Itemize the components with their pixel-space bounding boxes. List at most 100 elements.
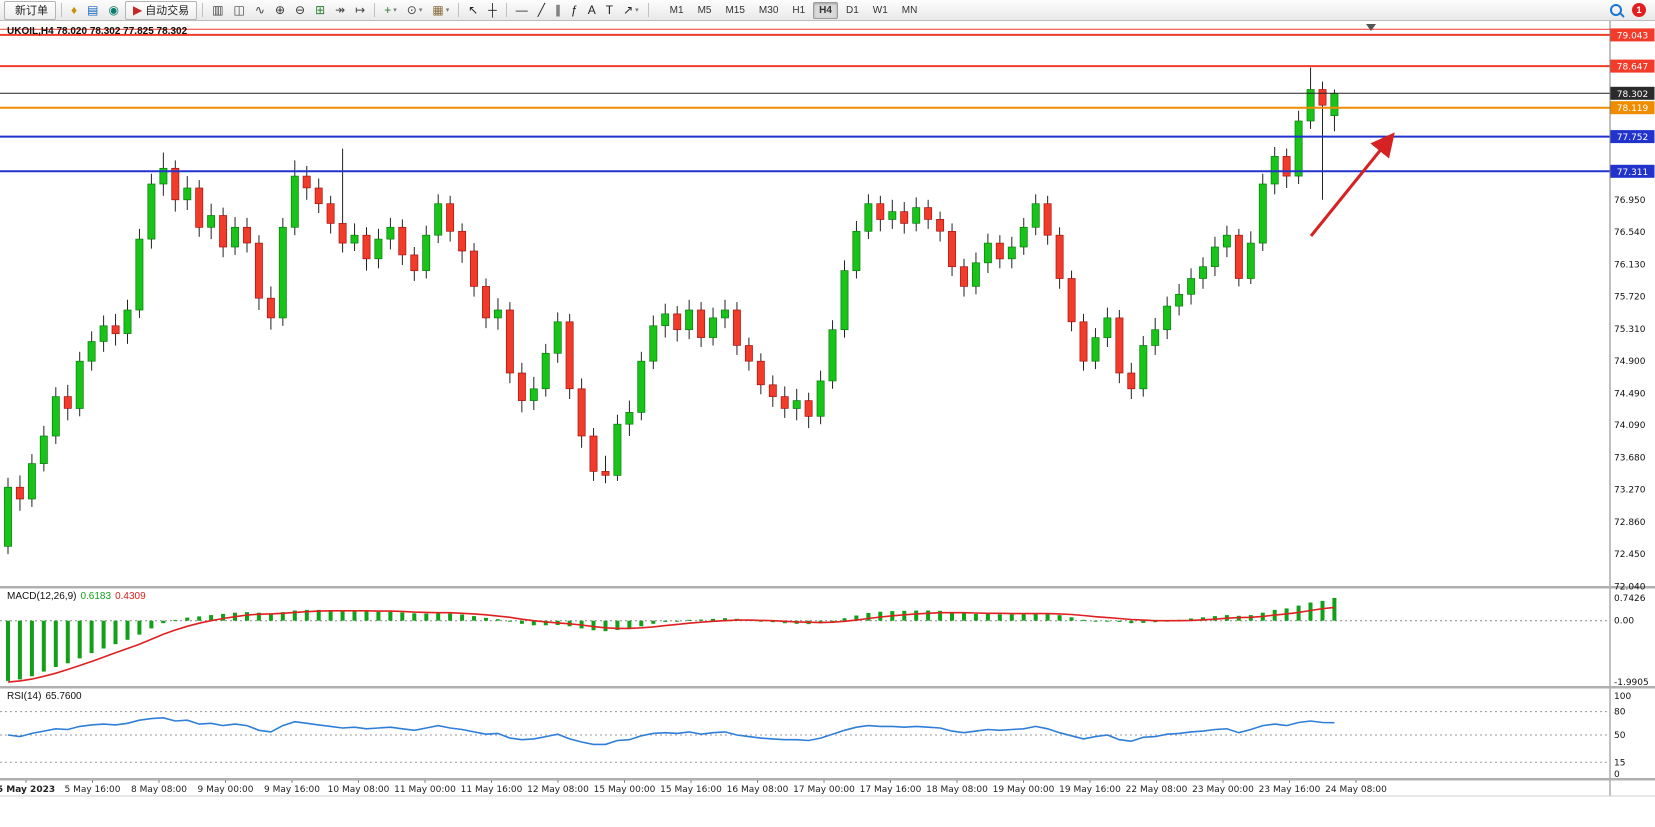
text-tool-icon: A: [587, 3, 596, 17]
candlestick-chart-icon[interactable]: ◫: [230, 1, 249, 20]
svg-text:15 May 16:00: 15 May 16:00: [660, 785, 722, 795]
svg-text:22 May 08:00: 22 May 08:00: [1126, 785, 1188, 795]
panel-divider[interactable]: [0, 778, 1655, 781]
chart-region: 76.950 76.540 76.130 75.720 75.310 74.900 74.4…: [0, 21, 1655, 827]
svg-text:9 May 16:00: 9 May 16:00: [264, 785, 320, 795]
trendline-icon[interactable]: ╱: [534, 1, 549, 20]
svg-text:77.311: 77.311: [1617, 168, 1649, 178]
search-icon[interactable]: [1610, 4, 1622, 16]
svg-text:18 May 08:00: 18 May 08:00: [926, 785, 988, 795]
notification-badge[interactable]: 1: [1632, 3, 1646, 17]
panel-divider[interactable]: [0, 686, 1655, 689]
svg-text:74.490: 74.490: [1614, 390, 1646, 400]
svg-text:73.270: 73.270: [1614, 486, 1646, 496]
chart-shift-marker: [1366, 24, 1376, 31]
fibonacci-icon[interactable]: ƒ: [567, 1, 582, 20]
tf-H4[interactable]: H4: [813, 1, 838, 19]
svg-text:76.540: 76.540: [1614, 228, 1646, 238]
toolbar-separator: [505, 3, 507, 17]
zoom-in-icon[interactable]: ⊕: [271, 1, 289, 20]
arrows-tool-icon[interactable]: ↗ ▾: [619, 1, 643, 20]
svg-text:72.450: 72.450: [1614, 550, 1646, 560]
svg-text:74.090: 74.090: [1614, 421, 1646, 431]
channel-icon[interactable]: ∥: [551, 1, 565, 20]
svg-text:23 May 00:00: 23 May 00:00: [1192, 785, 1254, 795]
label-tool-icon[interactable]: T: [602, 1, 617, 20]
line-chart-icon: ∿: [254, 3, 265, 17]
tile-windows-icon[interactable]: ⊞: [311, 1, 329, 20]
tf-W1[interactable]: W1: [872, 4, 888, 16]
toolbar-separator: [458, 3, 460, 17]
bar-chart-icon[interactable]: ▥: [208, 1, 227, 20]
add-indicator-icon[interactable]: + ▾: [380, 1, 401, 20]
svg-text:79.043: 79.043: [1617, 31, 1649, 41]
tf-M15[interactable]: M15: [725, 4, 745, 16]
cursor-icon: ↖: [468, 3, 479, 17]
price-chart-canvas[interactable]: 76.950 76.540 76.130 75.720 75.310 74.900 74.4…: [0, 21, 1655, 827]
auto-trading-icon: ▶: [132, 3, 143, 17]
crosshair-icon: ┼: [488, 3, 497, 17]
svg-text:77.752: 77.752: [1617, 133, 1649, 143]
svg-text:72.860: 72.860: [1614, 518, 1646, 528]
trendline-icon: ╱: [537, 3, 546, 17]
text-tool-icon[interactable]: A: [584, 1, 600, 20]
tf-MN[interactable]: MN: [901, 4, 918, 16]
price-axis-bg: [1610, 21, 1655, 796]
price-hlines: [0, 28, 1610, 173]
timeframe-toolbar: M1 M5 M15 M30 H1 H4 D1 W1 MN: [663, 1, 925, 19]
svg-text:78.302: 78.302: [1617, 90, 1649, 100]
svg-text:73.680: 73.680: [1614, 453, 1646, 463]
svg-text:23 May 16:00: 23 May 16:00: [1259, 785, 1321, 795]
tf-H1[interactable]: H1: [792, 4, 806, 16]
arrows-tool-icon-caret: ▾: [635, 7, 639, 14]
auto-trading-button[interactable]: ▶ 自动交易: [124, 0, 198, 20]
toolbar-separator: [61, 3, 62, 17]
template-icon[interactable]: ▦ ▾: [428, 1, 453, 20]
tf-M1[interactable]: M1: [669, 4, 684, 16]
navigator-icon: ◉: [108, 3, 119, 17]
period-icon[interactable]: ⊙ ▾: [403, 1, 427, 20]
tf-D1[interactable]: D1: [845, 4, 859, 16]
price-axis[interactable]: 76.950 76.540 76.130 75.720 75.310 74.900 74.4…: [1610, 28, 1655, 780]
svg-text:75.720: 75.720: [1614, 293, 1646, 303]
zoom-out-icon: ⊖: [295, 3, 306, 17]
panel-divider[interactable]: [0, 586, 1655, 589]
auto-scroll-icon[interactable]: ↠: [331, 1, 349, 20]
horizontal-line-icon[interactable]: —: [512, 1, 532, 20]
tf-M30[interactable]: M30: [758, 4, 779, 16]
svg-text:72.040: 72.040: [1614, 582, 1646, 592]
template-icon: ▦: [432, 3, 444, 17]
new-order-button-label: 新订单: [15, 5, 48, 17]
rsi-layer: [0, 711, 1610, 763]
line-chart-icon[interactable]: ∿: [251, 1, 269, 20]
bar-chart-icon: ▥: [212, 3, 224, 17]
new-order-button[interactable]: 新订单: [4, 0, 56, 20]
svg-text:17 May 00:00: 17 May 00:00: [793, 785, 855, 795]
arrows-tool-icon: ↗: [623, 3, 634, 17]
trend-arrow[interactable]: [1309, 132, 1395, 237]
svg-text:50: 50: [1614, 731, 1626, 741]
auto-scroll-icon: ↠: [335, 3, 346, 17]
candlestick-chart-icon: ◫: [233, 3, 245, 17]
svg-text:78.647: 78.647: [1617, 63, 1649, 73]
alerts-icon[interactable]: ♦: [67, 1, 81, 20]
date-axis[interactable]: 5 May 2023 5 May 16:00 8 May 08:00 9 May 00…: [0, 780, 1387, 795]
market-watch-icon[interactable]: ▤: [83, 1, 102, 20]
zoom-out-icon[interactable]: ⊖: [291, 1, 309, 20]
navigator-icon[interactable]: ◉: [104, 1, 122, 20]
chart-shift-icon[interactable]: ↦: [351, 1, 369, 20]
toolbar-buttons: 新订单 ♦ ▤ ◉ ▶ 自动交易 ▥ ◫ ∿ ⊕ ⊖ ⊞ ↠ ↦ + ▾ ⊙ ▾ ▦ ▾ ↖ ┼ — ╱ ∥ ƒ A T ↗ ▾: [3, 0, 653, 20]
price-badge-78.119: 78.119: [1610, 101, 1655, 115]
cursor-icon[interactable]: ↖: [464, 1, 482, 20]
tf-M5[interactable]: M5: [697, 4, 712, 16]
svg-text:0.7426: 0.7426: [1614, 594, 1646, 604]
svg-text:0: 0: [1614, 770, 1620, 780]
toolbar-separator: [202, 3, 204, 17]
crosshair-icon[interactable]: ┼: [484, 1, 501, 20]
svg-text:19 May 00:00: 19 May 00:00: [993, 785, 1055, 795]
svg-text:80: 80: [1614, 708, 1626, 718]
svg-text:15: 15: [1614, 758, 1625, 768]
period-icon-caret: ▾: [418, 7, 423, 14]
chart-shift-icon: ↦: [355, 3, 366, 17]
macd-layer: [0, 597, 1610, 683]
